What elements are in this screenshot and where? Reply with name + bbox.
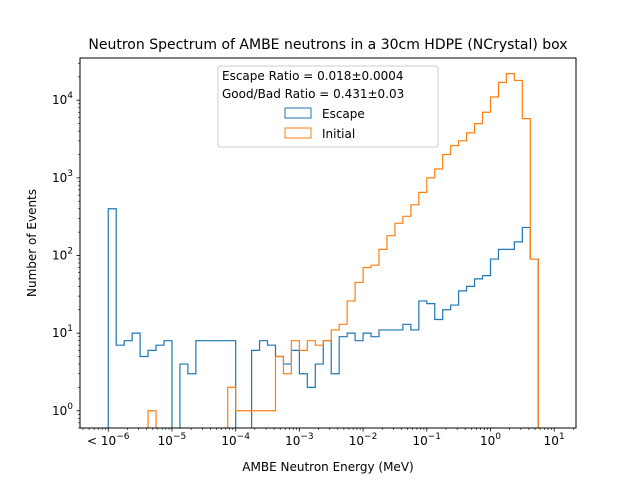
series-escape-line xyxy=(107,208,539,428)
series-initial-line xyxy=(147,73,539,428)
y-tick-label: 104 xyxy=(52,91,73,107)
x-tick-label: 101 xyxy=(544,432,565,448)
legend-escape-label: Escape xyxy=(322,107,365,121)
x-tick-label: 10−3 xyxy=(285,432,314,448)
plot-area: < 10−6 10−5 10−4 10−3 10−2 10−1 100 101 100 101 10… xyxy=(52,57,577,448)
legend: Escape Ratio = 0.018±0.0004 Good/Bad Rat… xyxy=(217,65,439,148)
x-tick-label: 10−5 xyxy=(158,432,187,448)
x-tick-label: < 10−6 xyxy=(87,432,130,448)
legend-escape-swatch xyxy=(284,107,312,119)
x-axis-label: AMBE Neutron Energy (MeV) xyxy=(242,460,413,474)
y-tick-label: 101 xyxy=(52,324,73,340)
legend-good-bad-ratio: Good/Bad Ratio = 0.431±0.03 xyxy=(222,87,404,101)
legend-initial-swatch xyxy=(284,127,312,139)
x-tick-label: 10−4 xyxy=(221,432,250,448)
chart-title: Neutron Spectrum of AMBE neutrons in a 3… xyxy=(88,37,567,53)
y-tick-label: 103 xyxy=(52,169,73,185)
legend-initial-label: Initial xyxy=(322,127,355,141)
legend-escape-ratio: Escape Ratio = 0.018±0.0004 xyxy=(222,69,404,83)
y-tick-label: 102 xyxy=(52,247,73,263)
y-tick-label: 100 xyxy=(52,402,73,418)
axes-frame xyxy=(79,57,577,429)
x-tick-label: 10−1 xyxy=(412,432,441,448)
x-tick-label: 100 xyxy=(480,432,501,448)
y-axis-label: Number of Events xyxy=(25,189,39,297)
legend-frame xyxy=(217,65,439,148)
x-tick-label: 10−2 xyxy=(349,432,378,448)
